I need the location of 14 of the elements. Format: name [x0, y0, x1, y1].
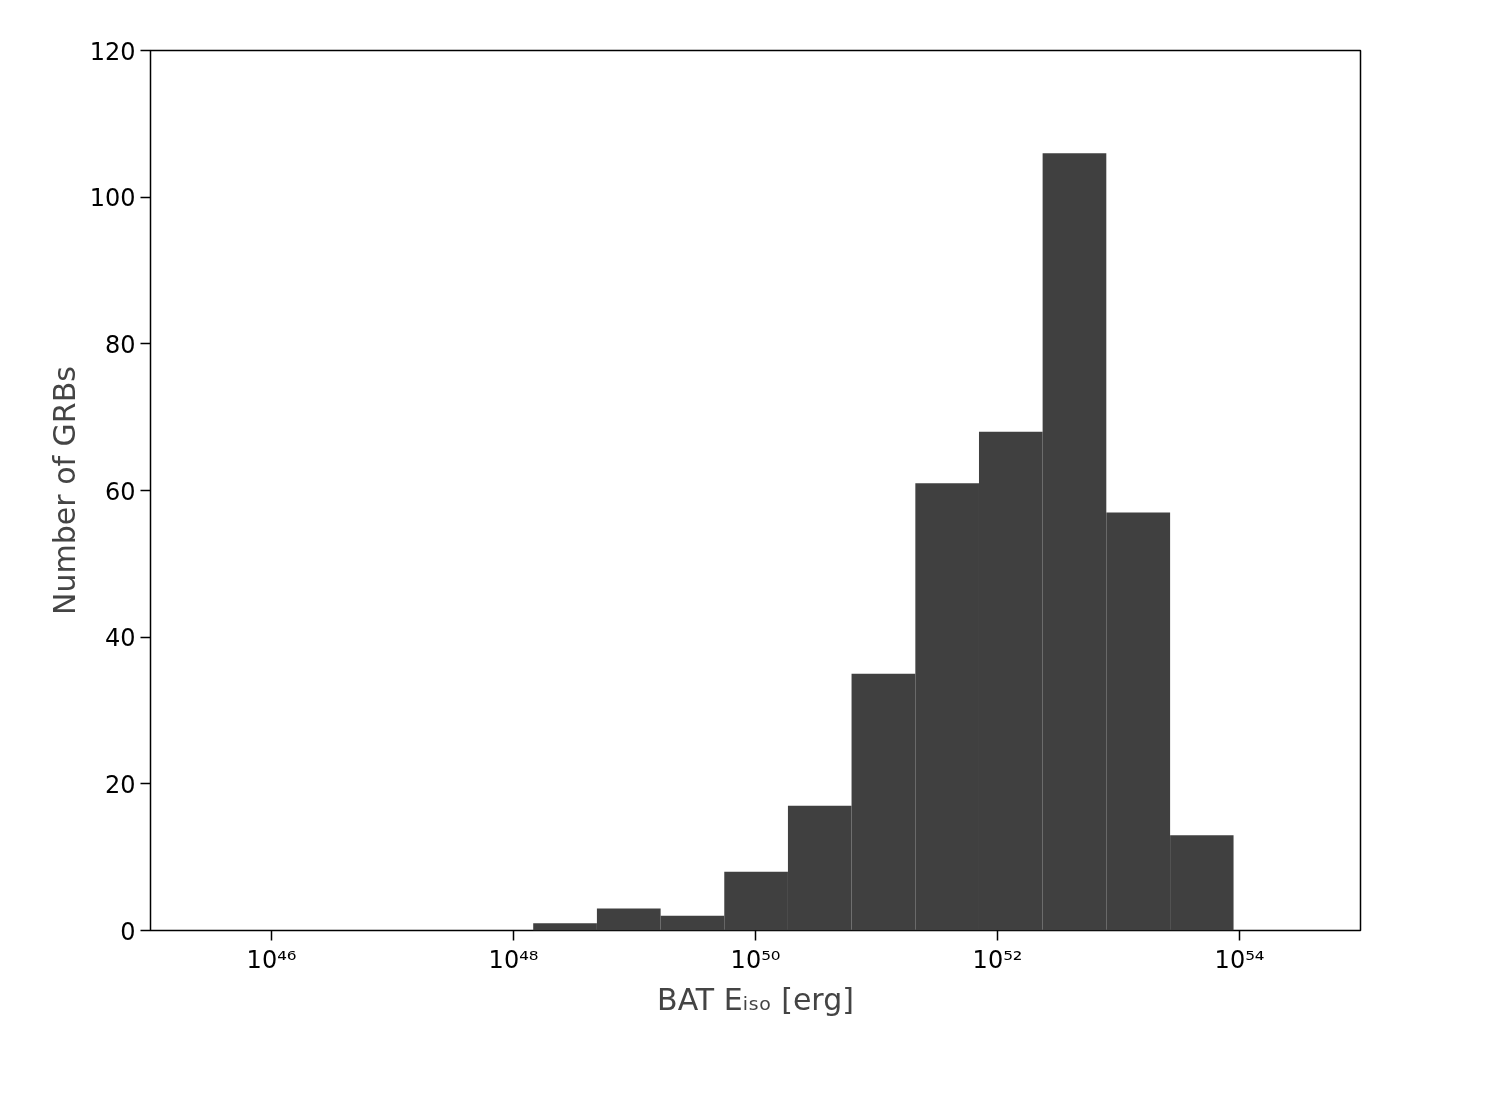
x-axis-title: BAT Eᵢₛₒ [erg]: [657, 981, 854, 1017]
y-tick-label: 60: [104, 477, 136, 506]
y-tick-label: 20: [104, 770, 136, 799]
x-tick-label: 10⁵⁴: [1214, 945, 1265, 974]
x-tick-label: 10⁵⁰: [730, 945, 781, 974]
y-axis-title: Number of GRBs: [46, 366, 82, 615]
x-tick-label: 10⁴⁶: [246, 945, 297, 974]
x-tick-label: 10⁵²: [972, 945, 1023, 974]
y-tick-label: 100: [89, 184, 136, 213]
x-tick-label: 10⁴⁸: [488, 945, 539, 974]
y-tick-label: 80: [104, 330, 136, 359]
y-tick-label: 120: [89, 37, 136, 66]
y-tick-label: 0: [120, 917, 136, 946]
y-tick-label: 40: [104, 624, 136, 653]
